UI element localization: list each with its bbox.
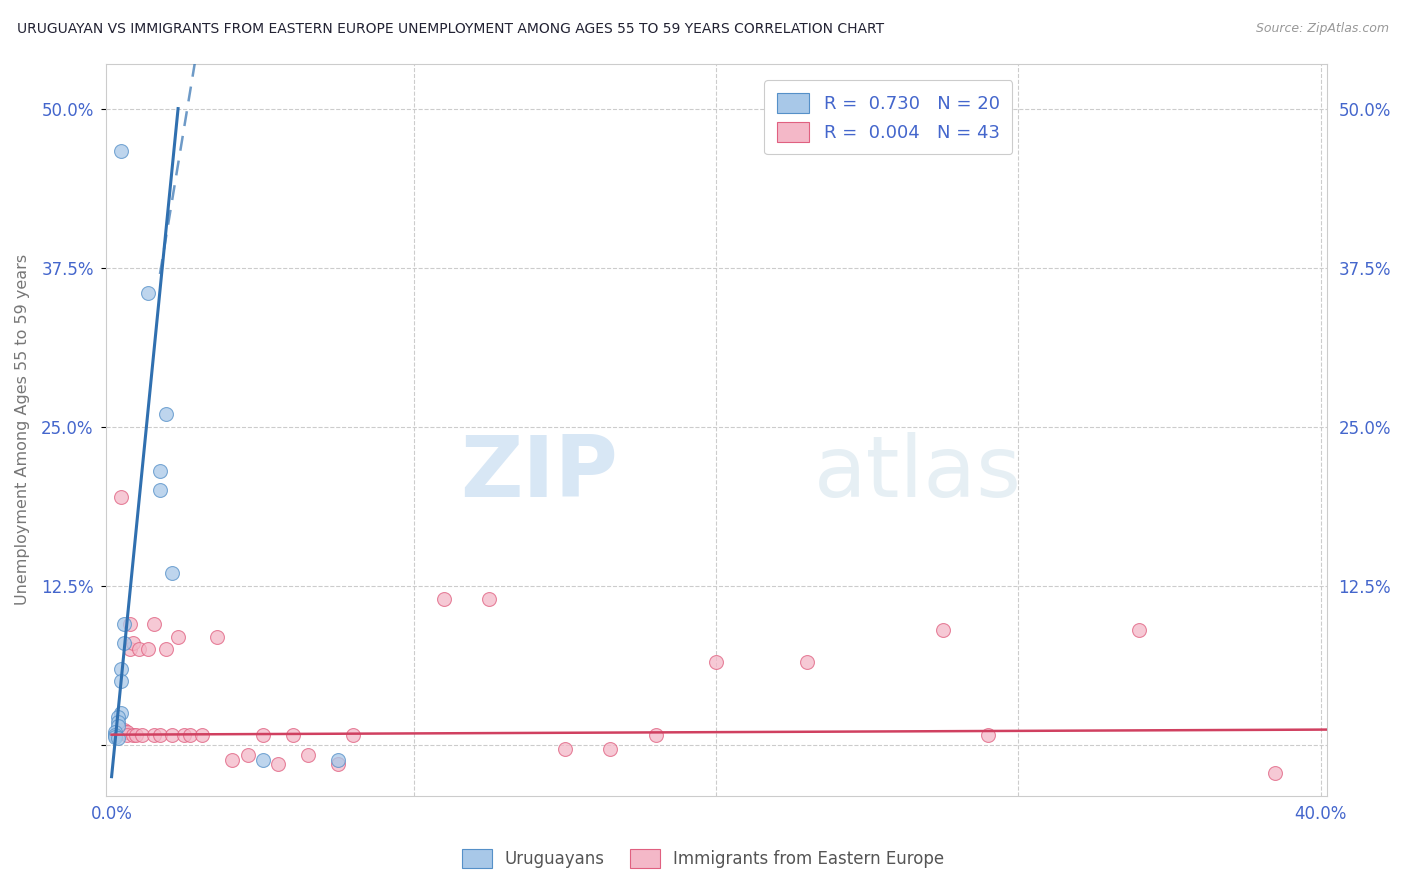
- Point: [118, 617, 141, 632]
- Point: [478, 591, 501, 606]
- Point: [128, 642, 150, 657]
- Point: [125, 728, 148, 742]
- Point: [252, 753, 274, 767]
- Point: [142, 617, 165, 632]
- Point: [297, 747, 319, 762]
- Point: [167, 630, 190, 644]
- Point: [599, 741, 621, 756]
- Point: [207, 630, 229, 644]
- Text: ZIP: ZIP: [461, 433, 619, 516]
- Legend: Uruguayans, Immigrants from Eastern Europe: Uruguayans, Immigrants from Eastern Euro…: [456, 843, 950, 875]
- Point: [107, 731, 129, 746]
- Point: [136, 642, 159, 657]
- Point: [104, 725, 127, 739]
- Legend: R =  0.730   N = 20, R =  0.004   N = 43: R = 0.730 N = 20, R = 0.004 N = 43: [763, 80, 1012, 154]
- Point: [136, 286, 159, 301]
- Point: [110, 723, 132, 737]
- Point: [191, 728, 214, 742]
- Point: [110, 706, 132, 720]
- Point: [155, 642, 177, 657]
- Point: [112, 617, 135, 632]
- Point: [107, 719, 129, 733]
- Point: [342, 728, 364, 742]
- Point: [104, 728, 127, 742]
- Y-axis label: Unemployment Among Ages 55 to 59 years: Unemployment Among Ages 55 to 59 years: [15, 254, 30, 606]
- Text: Source: ZipAtlas.com: Source: ZipAtlas.com: [1256, 22, 1389, 36]
- Text: URUGUAYAN VS IMMIGRANTS FROM EASTERN EUROPE UNEMPLOYMENT AMONG AGES 55 TO 59 YEA: URUGUAYAN VS IMMIGRANTS FROM EASTERN EUR…: [17, 22, 884, 37]
- Point: [160, 728, 183, 742]
- Point: [977, 728, 1000, 742]
- Point: [121, 636, 143, 650]
- Point: [236, 747, 259, 762]
- Point: [112, 723, 135, 737]
- Point: [112, 636, 135, 650]
- Point: [104, 730, 127, 744]
- Point: [110, 490, 132, 504]
- Point: [1264, 765, 1286, 780]
- Point: [107, 714, 129, 729]
- Point: [160, 566, 183, 580]
- Point: [131, 728, 153, 742]
- Point: [252, 728, 274, 742]
- Point: [115, 728, 138, 742]
- Point: [644, 728, 666, 742]
- Point: [704, 655, 727, 669]
- Point: [433, 591, 456, 606]
- Point: [328, 756, 350, 771]
- Point: [110, 674, 132, 689]
- Point: [267, 756, 290, 771]
- Point: [179, 728, 201, 742]
- Point: [173, 728, 195, 742]
- Point: [155, 407, 177, 421]
- Point: [115, 725, 138, 739]
- Point: [221, 753, 243, 767]
- Point: [118, 642, 141, 657]
- Text: atlas: atlas: [814, 433, 1022, 516]
- Point: [328, 753, 350, 767]
- Point: [110, 144, 132, 158]
- Point: [142, 728, 165, 742]
- Point: [149, 483, 172, 498]
- Point: [554, 741, 576, 756]
- Point: [121, 728, 143, 742]
- Point: [112, 725, 135, 739]
- Point: [281, 728, 304, 742]
- Point: [149, 464, 172, 478]
- Point: [1128, 624, 1150, 638]
- Point: [932, 624, 955, 638]
- Point: [149, 728, 172, 742]
- Point: [107, 710, 129, 724]
- Point: [796, 655, 818, 669]
- Point: [110, 661, 132, 675]
